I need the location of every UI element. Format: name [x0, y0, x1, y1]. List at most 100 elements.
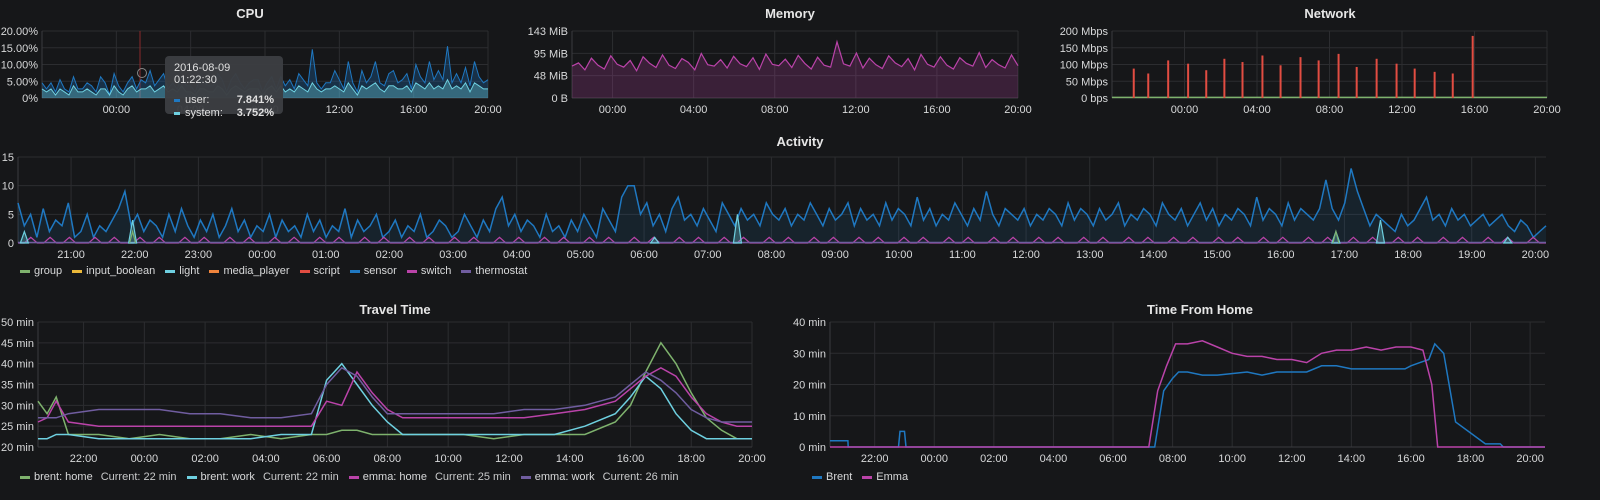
legend-item-media-player[interactable]: media_player — [209, 265, 290, 277]
tfh-line-emma — [830, 340, 1545, 448]
activity-group-spike — [129, 229, 137, 244]
activity-x-tick-label: 12:00 — [1012, 249, 1040, 261]
activity-legend: group input_boolean light media_player scrip… — [20, 265, 527, 277]
tooltip-row-user: user: 7.841% — [174, 94, 274, 106]
activity-x-tick-label: 20:00 — [1522, 249, 1550, 261]
activity-chart[interactable]: 0 5 10 15 21:00 22:00 23:00 00:00 01:00 02:00 03:0… — [0, 128, 1600, 263]
legend-label: brent: work — [200, 471, 255, 483]
legend-swatch — [406, 269, 417, 273]
memory-chart[interactable]: 0 B 48 MiB 95 MiB 143 MiB 00:00 04:00 08:00 12:… — [528, 0, 1050, 125]
activity-light-spike — [1375, 219, 1386, 244]
travel-y-tick-label: 30 min — [1, 400, 34, 412]
tfh-y-tick-label: 10 min — [793, 411, 826, 423]
travel-time-panel: Travel Time 20 min 25 min 30 min 35 min 40 m… — [0, 296, 790, 500]
memory-x-tick-label: 12:00 — [842, 104, 870, 116]
tooltip-name-user: user: — [185, 94, 210, 106]
legend-item-switch[interactable]: switch — [406, 265, 452, 277]
legend-item-sensor[interactable]: sensor — [349, 265, 397, 277]
legend-swatch — [862, 475, 873, 479]
network-y-tick-label: 50 Mbps — [1066, 76, 1109, 88]
tfh-x-tick-label: 06:00 — [1099, 453, 1127, 465]
travel-y-tick-label: 35 min — [1, 380, 34, 392]
legend-label: media_player — [223, 265, 290, 277]
memory-panel-title: Memory — [765, 6, 815, 21]
legend-item-emma[interactable]: Emma — [862, 471, 908, 483]
legend-label: Emma — [876, 471, 909, 483]
legend-item-emma-home[interactable]: emma: home Current: 25 min — [348, 471, 511, 483]
tfh-y-tick-label: 40 min — [793, 317, 826, 329]
travel-x-tick-label: 20:00 — [738, 453, 766, 465]
network-y-tick-label: 200 Mbps — [1060, 26, 1109, 38]
cpu-panel-title: CPU — [236, 6, 264, 21]
network-x-tick-label: 08:00 — [1316, 104, 1344, 116]
activity-y-tick-label: 15 — [2, 152, 14, 164]
network-y-tick-label: 0 bps — [1081, 93, 1108, 105]
activity-light-spike — [649, 236, 660, 244]
activity-group-spike — [1332, 229, 1340, 244]
legend-item-group[interactable]: group — [20, 265, 62, 277]
activity-panel-title: Activity — [776, 134, 824, 149]
memory-x-tick-label: 16:00 — [923, 104, 951, 116]
travel-line-emma-home — [37, 366, 752, 427]
travel-x-tick-label: 12:00 — [495, 453, 523, 465]
cpu-x-tick-label: 20:00 — [474, 104, 502, 116]
memory-y-tick-label: 143 MiB — [528, 26, 568, 38]
activity-x-tick-label: 10:00 — [885, 249, 913, 261]
network-x-tick-label: 20:00 — [1533, 104, 1561, 116]
activity-x-tick-label: 21:00 — [57, 249, 85, 261]
activity-x-tick-label: 18:00 — [1394, 249, 1422, 261]
legend-swatch — [20, 269, 30, 273]
legend-label: Brent — [826, 471, 853, 483]
travel-x-tick-label: 08:00 — [374, 453, 402, 465]
time-from-home-chart[interactable]: 0 min 10 min 20 min 30 min 40 min 22:00 00:00 0… — [793, 296, 1600, 471]
legend-item-brent-work[interactable]: brent: work Current: 22 min — [186, 471, 339, 483]
legend-item-light[interactable]: light — [165, 265, 199, 277]
memory-x-tick-label: 20:00 — [1004, 104, 1032, 116]
activity-x-tick-label: 11:00 — [949, 249, 976, 261]
tfh-x-tick-label: 08:00 — [1159, 453, 1187, 465]
activity-x-tick-label: 17:00 — [1331, 249, 1359, 261]
cpu-x-tick-label: 12:00 — [326, 104, 354, 116]
legend-item-input-boolean[interactable]: input_boolean — [72, 265, 155, 277]
activity-y-tick-label: 0 — [8, 238, 14, 250]
memory-area — [572, 41, 1018, 98]
legend-swatch — [520, 475, 531, 479]
tooltip-name-system: system: — [185, 107, 223, 119]
legend-item-brent-home[interactable]: brent: home Current: 22 min — [20, 471, 177, 483]
tfh-axes: 0 min 10 min 20 min 30 min 40 min 22:00 00:00 0… — [793, 317, 1545, 465]
legend-item-thermostat[interactable]: thermostat — [461, 265, 527, 277]
tfh-x-tick-label: 22:00 — [861, 453, 889, 465]
travel-line-brent-home — [37, 341, 752, 440]
travel-time-chart[interactable]: 20 min 25 min 30 min 35 min 40 min 45 min 50 m… — [0, 296, 790, 471]
activity-sensor-line — [17, 168, 1547, 240]
legend-item-brent[interactable]: Brent — [812, 471, 852, 483]
cpu-panel: CPU 0%5.00%10.00%15.00%20.00%00:0004:000… — [0, 0, 502, 125]
cpu-tooltip: 2016-08-09 01:22:30 user: 7.841% system:… — [165, 56, 283, 119]
legend-swatch — [461, 269, 472, 273]
activity-x-tick-label: 08:00 — [758, 249, 786, 261]
legend-label: group — [34, 265, 63, 277]
travel-x-tick-label: 06:00 — [313, 453, 341, 465]
memory-x-tick-label: 08:00 — [761, 104, 789, 116]
legend-current-value: Current: 22 min — [262, 471, 339, 483]
network-chart[interactable]: 0 bps 50 Mbps 100 Mbps 150 Mbps 200 Mbps 00:0… — [1060, 0, 1600, 125]
legend-item-emma-work[interactable]: emma: work Current: 26 min — [520, 471, 678, 483]
travel-time-panel-title: Travel Time — [359, 302, 431, 317]
cpu-y-tick-label: 10.00% — [1, 60, 39, 72]
legend-item-script[interactable]: script — [299, 265, 340, 277]
activity-x-tick-label: 02:00 — [376, 249, 404, 261]
legend-label: brent: home — [34, 471, 93, 483]
legend-label: switch — [420, 265, 452, 277]
time-from-home-panel-title: Time From Home — [1147, 302, 1253, 317]
tfh-x-tick-label: 18:00 — [1457, 453, 1485, 465]
tooltip-value-user: 7.841% — [236, 94, 274, 106]
tfh-y-tick-label: 30 min — [793, 348, 826, 360]
tooltip-value-system: 3.752% — [236, 107, 274, 119]
activity-x-tick-label: 15:00 — [1203, 249, 1231, 261]
activity-light-spike — [732, 214, 743, 244]
activity-x-tick-label: 19:00 — [1458, 249, 1486, 261]
tfh-y-tick-label: 20 min — [793, 380, 826, 392]
activity-x-tick-label: 13:00 — [1076, 249, 1104, 261]
legend-current-value: Current: 25 min — [434, 471, 511, 483]
